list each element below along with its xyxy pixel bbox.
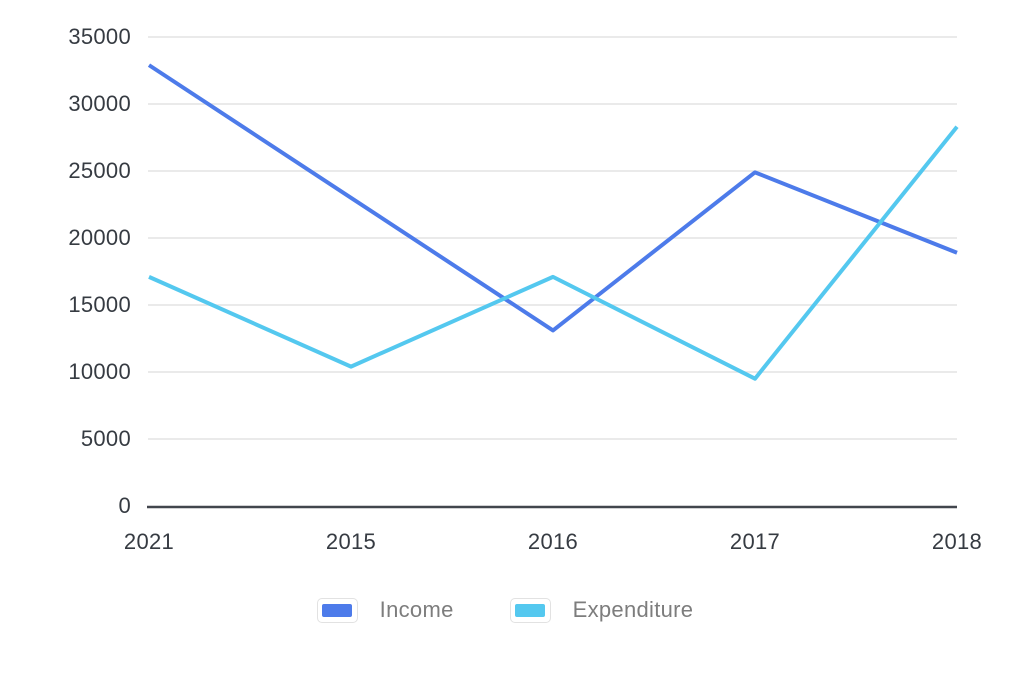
legend-item-income[interactable]: Income — [316, 597, 454, 623]
x-axis-tick-label: 2017 — [729, 529, 781, 554]
x-axis-tick-label: 2018 — [931, 529, 983, 554]
x-axis-tick-label: 2015 — [325, 529, 377, 554]
legend-label: Income — [379, 597, 454, 622]
y-axis-tick-label: 0 — [118, 493, 131, 518]
income-line — [147, 63, 958, 333]
x-axis-tick-label: 2016 — [527, 529, 579, 554]
y-axis-tick-label: 10000 — [68, 359, 131, 384]
legend-swatch-icon — [509, 597, 551, 623]
x-axis-tick-label: 2021 — [123, 529, 175, 554]
y-axis-tick-label: 25000 — [68, 158, 131, 183]
y-axis-tick-label: 35000 — [68, 24, 131, 49]
expenditure-color-chip — [515, 603, 546, 617]
legend-swatch-icon — [316, 597, 358, 623]
legend: Income Expenditure — [0, 597, 1010, 623]
income-color-chip — [322, 603, 353, 617]
legend-item-expenditure[interactable]: Expenditure — [509, 597, 694, 623]
y-axis-tick-label: 20000 — [68, 225, 131, 250]
expenditure-line — [148, 125, 959, 381]
y-axis-tick-label: 5000 — [80, 426, 131, 451]
legend-label: Expenditure — [572, 597, 694, 622]
y-axis-tick-label: 15000 — [68, 292, 131, 317]
y-axis-tick-label: 30000 — [68, 91, 131, 116]
